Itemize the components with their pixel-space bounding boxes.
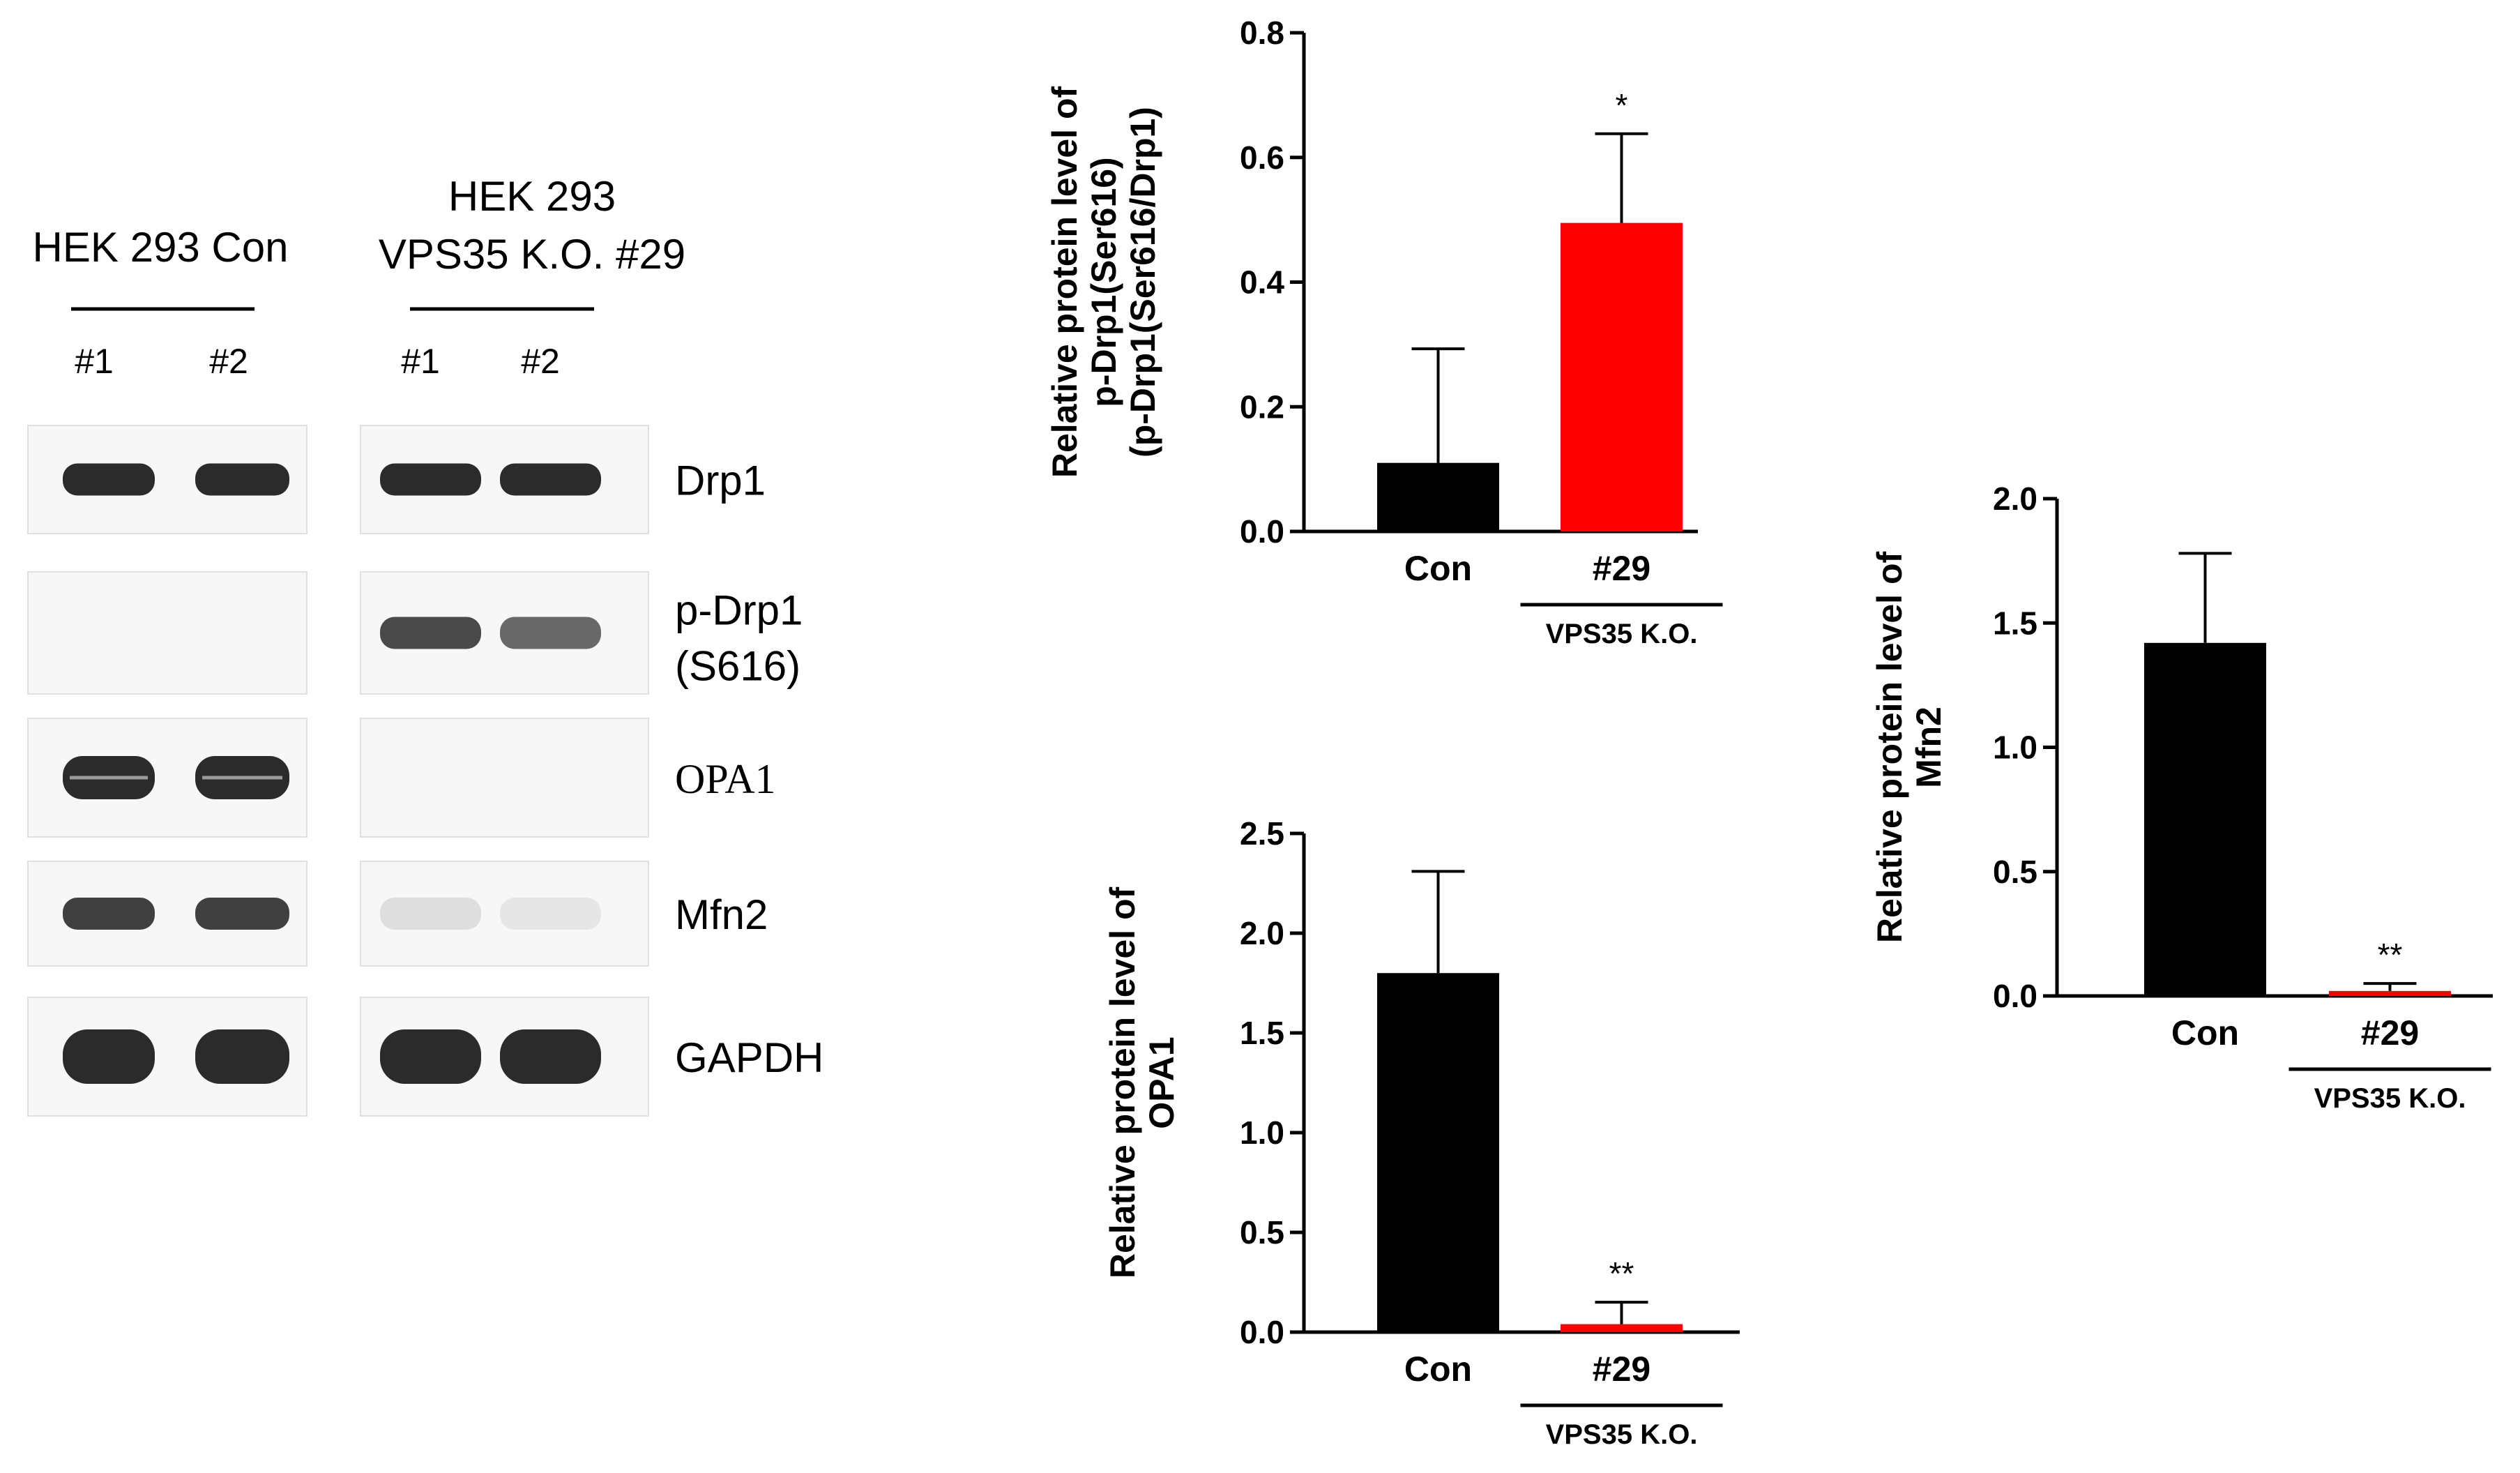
category-label: Con — [2171, 1013, 2239, 1052]
chart-mfn2: 0.0 0.5 1.0 1.5 2.0 Relative protein level of… — [1870, 481, 2493, 1114]
bar — [1561, 222, 1683, 531]
group-label: VPS35 K.O. — [1546, 1419, 1698, 1450]
y-axis-label: p-Drp1(Ser616) — [1084, 157, 1123, 407]
blot-band — [63, 1029, 155, 1084]
y-tick-label: 0.0 — [1240, 513, 1284, 550]
blot-rows: Drp1 p-Drp1 (S616) OPA1 Mfn2 GAPDH — [27, 425, 823, 1117]
y-tick-label: 0.5 — [1240, 1214, 1284, 1251]
group-label-ko-line2: VPS35 K.O. #29 — [379, 231, 685, 278]
y-tick-label: 1.0 — [1240, 1115, 1284, 1151]
y-tick-label: 0.5 — [1993, 854, 2037, 890]
group-label: VPS35 K.O. — [1546, 619, 1698, 649]
band-label: Mfn2 — [675, 891, 768, 938]
blot-band — [380, 898, 481, 930]
membrane-strip — [27, 571, 308, 695]
western-blot-panel: HEK 293 Con HEK 293 VPS35 K.O. #29 #1 #2… — [27, 173, 823, 1117]
y-tick-label: 0.0 — [1240, 1314, 1284, 1350]
band-label: OPA1 — [675, 756, 776, 802]
blot-band — [500, 898, 601, 930]
membrane-strip — [360, 718, 649, 838]
category-label: #29 — [2361, 1013, 2419, 1052]
group-label-ko-line1: HEK 293 — [448, 173, 616, 220]
y-axis-label: Relative protein level of — [1045, 86, 1084, 478]
category-label: #29 — [1593, 549, 1650, 588]
bar — [1377, 462, 1499, 531]
y-tick-label: 1.5 — [1993, 605, 2037, 641]
lane-label: #2 — [209, 342, 248, 381]
blot-band — [195, 898, 289, 930]
y-tick-label: 0.2 — [1240, 388, 1284, 425]
band-label: GAPDH — [675, 1034, 823, 1081]
blot-band — [380, 617, 481, 649]
membrane-strip — [360, 861, 649, 967]
y-axis-label: (p-Drp1(Ser616/Drp1) — [1123, 107, 1162, 458]
blot-band — [500, 463, 601, 496]
bar — [2329, 990, 2451, 996]
chart-p-drp1: 0.0 0.2 0.4 0.6 0.8 Relative protein level of… — [1045, 15, 1723, 649]
y-tick-label: 2.5 — [1240, 815, 1284, 852]
y-tick-label: 0.0 — [1993, 978, 2037, 1014]
y-tick-label: 1.0 — [1993, 730, 2037, 766]
group-label-con: HEK 293 Con — [33, 224, 289, 271]
blot-band — [195, 1029, 289, 1084]
band-label-line2: (S616) — [675, 643, 800, 690]
group-label: VPS35 K.O. — [2314, 1083, 2466, 1114]
bar — [1561, 1324, 1683, 1332]
y-tick-label: 0.4 — [1240, 264, 1284, 301]
y-tick-label: 1.5 — [1240, 1015, 1284, 1051]
blot-band — [500, 1029, 601, 1084]
lane-label: #1 — [75, 342, 114, 381]
lane-label: #2 — [521, 342, 560, 381]
y-axis-label: Relative protein level of — [1103, 887, 1142, 1279]
y-axis-label: Relative protein level of — [1870, 552, 1909, 944]
band-label: p-Drp1 — [675, 587, 803, 634]
significance-marker: * — [1616, 87, 1628, 123]
lane-label: #1 — [401, 342, 440, 381]
significance-marker: ** — [1609, 1255, 1634, 1292]
category-label: Con — [1404, 1350, 1472, 1389]
bar — [1377, 973, 1499, 1332]
category-label: #29 — [1593, 1350, 1650, 1389]
y-axis-label: Mfn2 — [1909, 707, 1948, 788]
blot-band — [63, 898, 155, 930]
y-axis-label: OPA1 — [1142, 1036, 1181, 1128]
blot-band — [63, 463, 155, 496]
significance-marker: ** — [2378, 937, 2403, 973]
chart-opa1: 0.0 0.5 1.0 1.5 2.0 2.5 Relative protein level… — [1103, 815, 1740, 1450]
y-tick-label: 2.0 — [1993, 481, 2037, 517]
band-label: Drp1 — [675, 458, 766, 504]
y-tick-label: 2.0 — [1240, 915, 1284, 951]
category-label: Con — [1404, 549, 1472, 588]
y-tick-label: 0.6 — [1240, 139, 1284, 176]
bar — [2144, 642, 2266, 996]
blot-band — [195, 463, 289, 496]
y-tick-label: 0.8 — [1240, 15, 1284, 51]
blot-band — [500, 617, 601, 649]
blot-band — [380, 1029, 481, 1084]
blot-band — [380, 463, 481, 496]
